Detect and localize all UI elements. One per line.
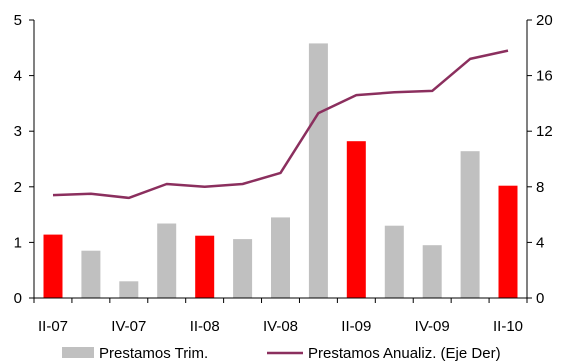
right-tick-label-20: 20	[536, 12, 553, 29]
bar-III-07	[81, 250, 101, 298]
x-tick-label-IV-09: IV-09	[415, 318, 450, 335]
bar-II-07	[43, 234, 63, 298]
x-tick-label-II-08: II-08	[190, 318, 220, 335]
bar-II-10	[498, 185, 518, 298]
bar-II-08	[195, 235, 215, 298]
bar-III-09	[384, 225, 404, 298]
left-tick-label-2: 2	[14, 179, 22, 196]
x-tick-label-II-09: II-09	[341, 318, 371, 335]
legend-label-line: Prestamos Anualiz. (Eje Der)	[308, 345, 501, 362]
left-tick-label-0: 0	[14, 290, 22, 307]
x-tick-label-II-07: II-07	[38, 318, 68, 335]
legend: Prestamos Trim. Prestamos Anualiz. (Eje D…	[62, 345, 501, 362]
bar-III-08	[233, 239, 253, 298]
left-tick-label-5: 5	[14, 12, 22, 29]
legend-swatch-bar	[62, 347, 94, 358]
line-group	[52, 49, 509, 200]
bar-IV-09	[422, 245, 442, 298]
left-tick-label-1: 1	[14, 234, 22, 251]
bar-IV-07	[119, 281, 139, 298]
bar-I-10	[460, 151, 480, 298]
right-tick-label-0: 0	[536, 290, 544, 307]
line-series-prestamos-anualiz	[52, 49, 509, 200]
bar-II-09	[346, 141, 366, 298]
right-tick-label-8: 8	[536, 179, 544, 196]
bar-IV-08	[271, 217, 290, 298]
bar-I-09	[308, 43, 328, 299]
right-tick-label-16: 16	[536, 68, 553, 85]
x-tick-label-IV-07: IV-07	[111, 318, 146, 335]
left-tick-label-4: 4	[14, 68, 22, 85]
bars-group	[43, 43, 518, 299]
legend-label-bar: Prestamos Trim.	[99, 345, 208, 362]
x-tick-label-II-10: II-10	[493, 318, 523, 335]
right-tick-label-4: 4	[536, 234, 544, 251]
right-tick-label-12: 12	[536, 123, 553, 140]
bar-I-08	[157, 223, 177, 298]
x-tick-label-IV-08: IV-08	[263, 318, 298, 335]
left-tick-label-3: 3	[14, 123, 22, 140]
